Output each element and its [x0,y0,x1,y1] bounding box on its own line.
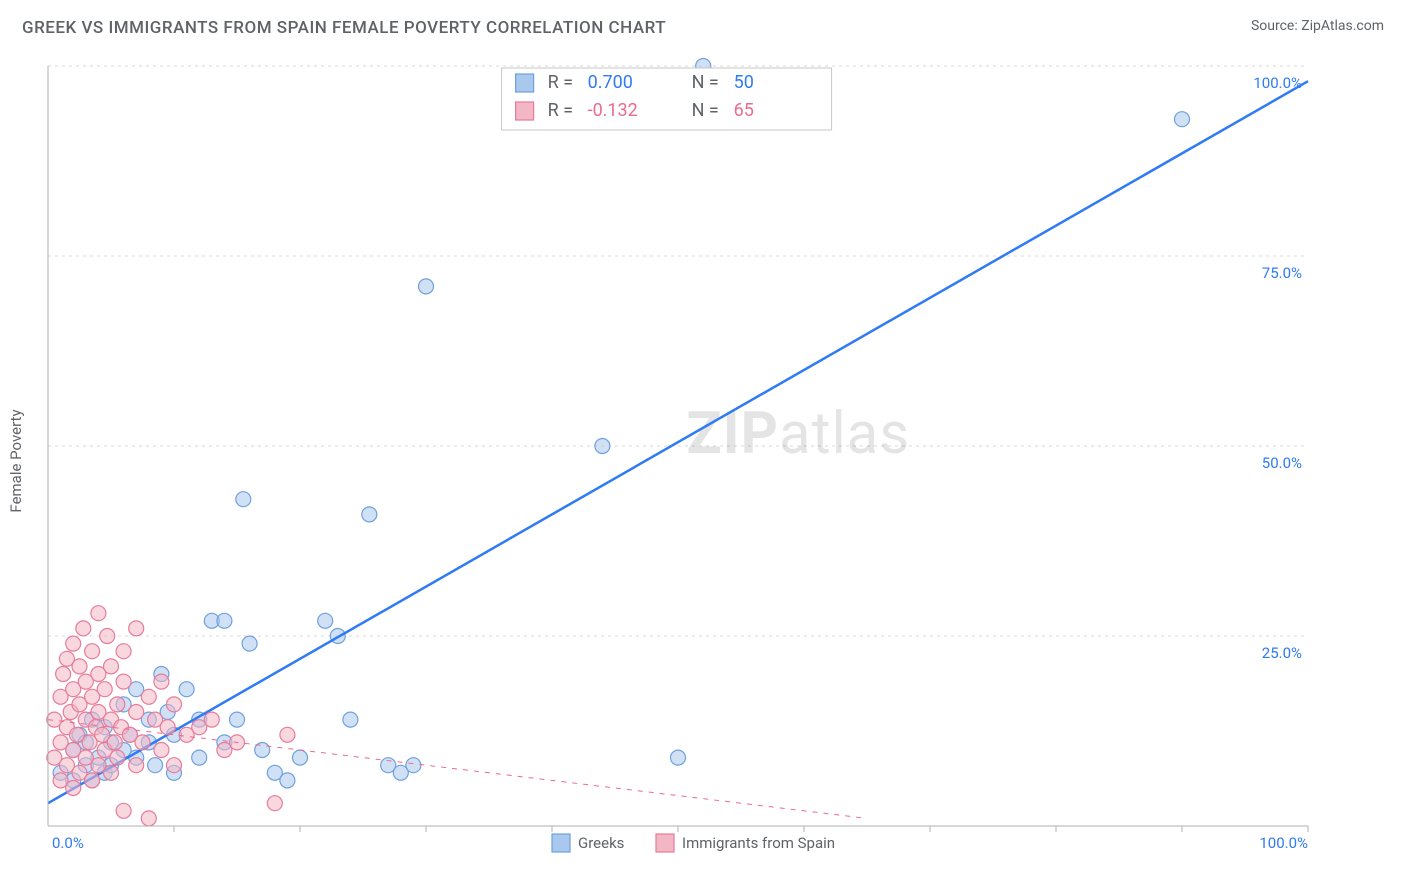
correlation-chart: 25.0%50.0%75.0%100.0%ZIPatlas0.0%100.0%R… [22,56,1384,866]
data-point [104,765,119,780]
data-point [293,750,308,765]
svg-text:0.700: 0.700 [588,72,633,93]
data-point [230,712,245,727]
data-point [154,674,169,689]
data-point [129,705,144,720]
data-point [280,727,295,742]
data-point [116,644,131,659]
data-point [56,667,71,682]
data-point [100,629,115,644]
data-point [192,750,207,765]
data-point [217,613,232,628]
data-point [595,439,610,454]
svg-text:-0.132: -0.132 [588,100,638,121]
chart-container: Female Poverty 25.0%50.0%75.0%100.0%ZIPa… [22,56,1384,866]
legend-swatch [516,102,534,120]
legend-swatch [516,74,534,92]
data-point [116,674,131,689]
data-point [167,697,182,712]
data-point [107,735,122,750]
data-point [97,682,112,697]
data-point [66,636,81,651]
data-point [179,682,194,697]
svg-text:75.0%: 75.0% [1262,264,1302,282]
svg-text:R =: R = [548,72,573,93]
data-point [318,613,333,628]
svg-text:25.0%: 25.0% [1262,644,1302,662]
data-point [167,758,182,773]
data-point [110,697,125,712]
data-point [671,750,686,765]
data-point [419,279,434,294]
data-point [242,636,257,651]
data-point [148,758,163,773]
svg-text:50: 50 [734,72,754,93]
legend-swatch [552,834,570,852]
legend-label: Immigrants from Spain [682,834,835,852]
svg-text:65: 65 [734,100,754,121]
svg-text:50.0%: 50.0% [1262,454,1302,472]
svg-text:N =: N = [692,72,719,93]
data-point [362,507,377,522]
data-point [110,750,125,765]
data-point [236,492,251,507]
data-point [141,689,156,704]
data-point [1175,112,1190,127]
chart-title: GREEK VS IMMIGRANTS FROM SPAIN FEMALE PO… [22,18,666,38]
data-point [91,606,106,621]
svg-text:R =: R = [548,100,573,121]
svg-text:ZIPatlas: ZIPatlas [686,400,910,468]
data-point [76,621,91,636]
data-point [129,621,144,636]
data-point [135,735,150,750]
data-point [160,720,175,735]
source-attribution: Source: ZipAtlas.com [1251,18,1384,34]
data-point [66,781,81,796]
data-point [85,644,100,659]
svg-text:100.0%: 100.0% [1259,834,1308,852]
data-point [116,803,131,818]
data-point [154,743,169,758]
y-axis-label: Female Poverty [7,409,25,512]
data-point [204,712,219,727]
data-point [104,659,119,674]
data-point [72,659,87,674]
legend-swatch [656,834,674,852]
legend-label: Greeks [578,834,624,852]
data-point [280,773,295,788]
svg-text:N =: N = [692,100,719,121]
data-point [141,811,156,826]
data-point [85,773,100,788]
svg-text:0.0%: 0.0% [52,834,84,852]
trend-line [48,81,1308,803]
data-point [406,758,421,773]
data-point [343,712,358,727]
data-point [267,796,282,811]
data-point [129,758,144,773]
